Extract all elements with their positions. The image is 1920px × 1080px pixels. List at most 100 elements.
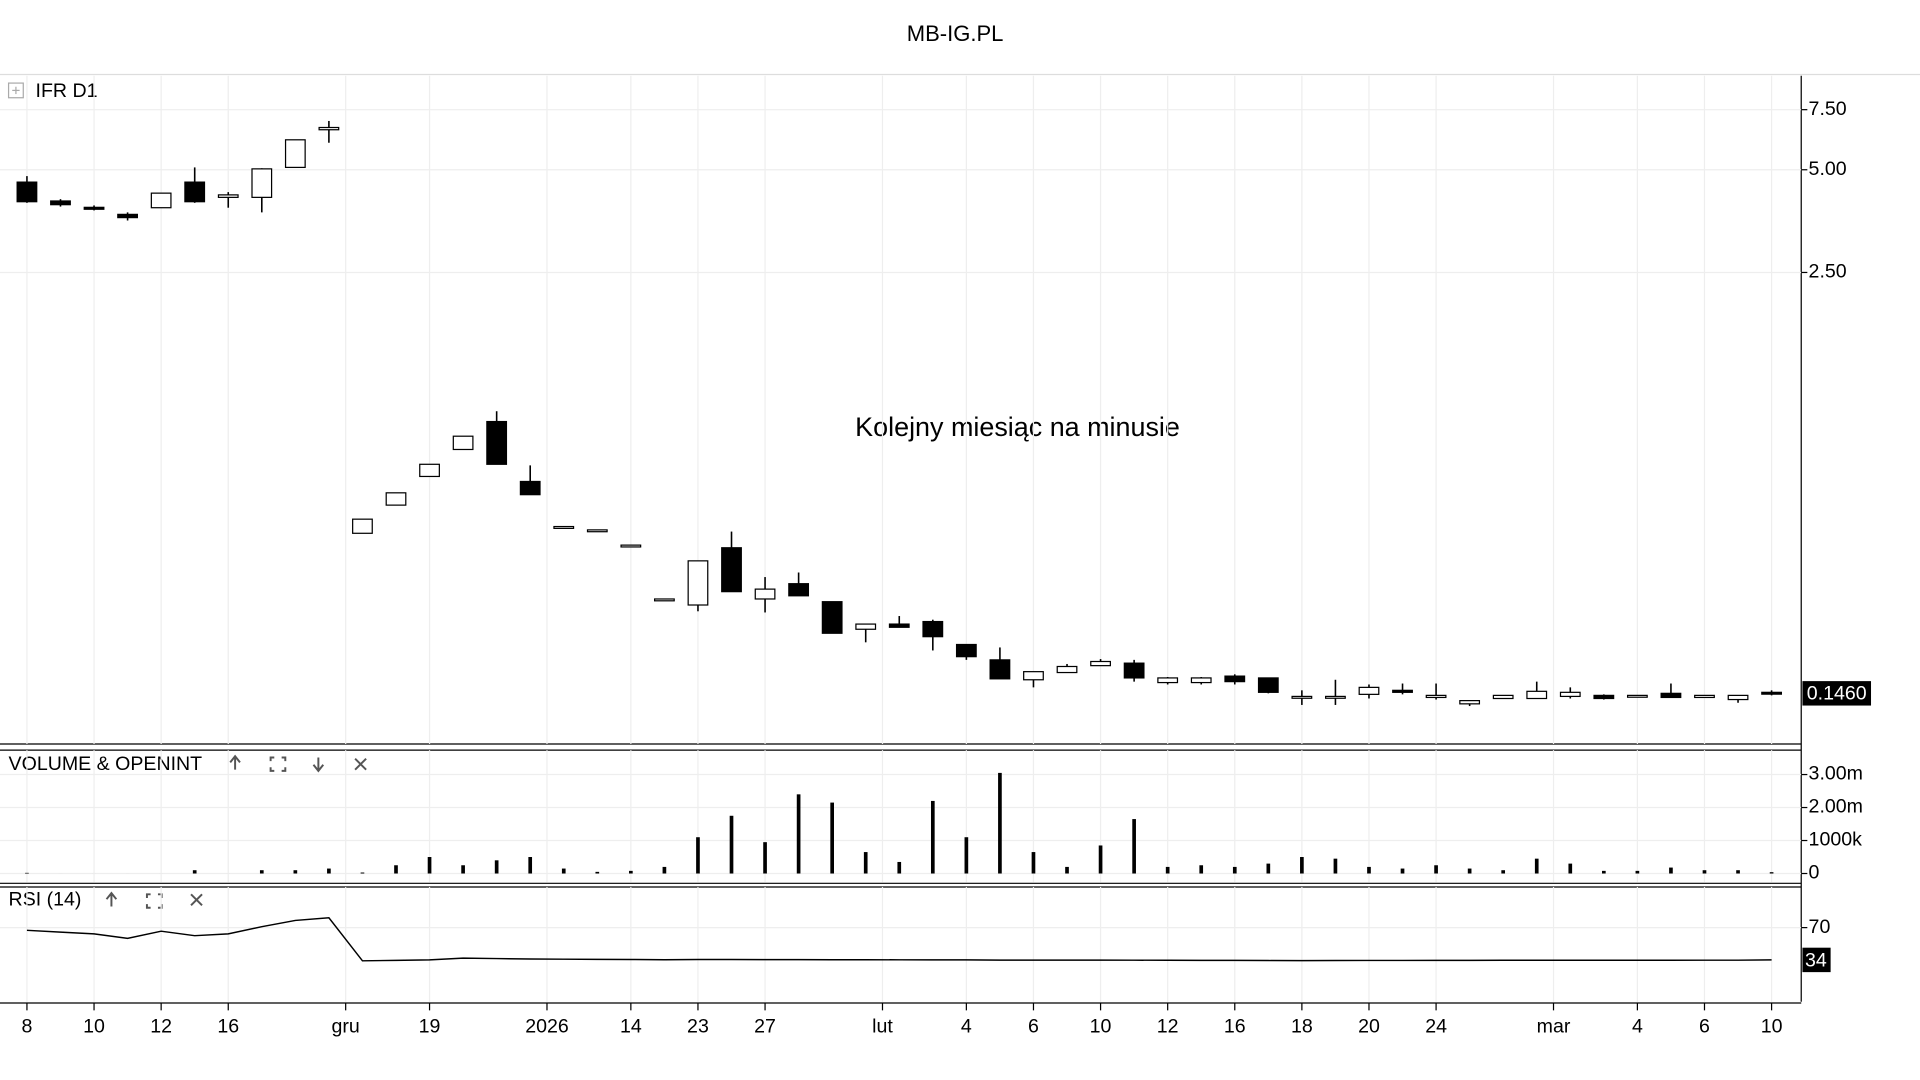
page-title: MB-IG.PL: [907, 21, 1004, 46]
candle-body: [1123, 662, 1145, 679]
x-tick-label: 16: [1224, 1016, 1246, 1038]
volume-bar: [629, 870, 633, 874]
candle-body: [217, 194, 239, 198]
expand-icon[interactable]: [7, 82, 24, 99]
candle-body: [1559, 691, 1581, 698]
x-tick-label: 23: [687, 1016, 709, 1038]
volume-panel-controls[interactable]: [229, 754, 367, 773]
volume-bar: [863, 852, 868, 874]
volume-bar: [1669, 867, 1673, 874]
price-panel-title: IFR D1: [36, 80, 98, 102]
last-rsi-label: 34: [1805, 949, 1827, 971]
candle-body: [1694, 694, 1715, 699]
candle-body: [419, 463, 440, 478]
volume-bar: [1065, 866, 1069, 874]
rsi-panel-title: RSI (14): [9, 889, 82, 911]
x-tick-label: 19: [419, 1016, 441, 1038]
x-tick-label: 24: [1425, 1016, 1447, 1038]
candle-body: [1358, 686, 1380, 695]
candle-body: [855, 623, 877, 630]
candle-body: [318, 126, 340, 131]
volume-bar: [897, 861, 902, 874]
volume-bar: [1534, 858, 1539, 874]
x-tick-label: 4: [1632, 1016, 1643, 1038]
candle-body: [553, 525, 575, 529]
y-tick-label: 7.50: [1809, 98, 1847, 120]
volume-bar: [796, 794, 801, 874]
volume-bar: [1132, 819, 1136, 874]
volume-panel-title: VOLUME & OPENINT: [9, 753, 203, 775]
candle-body: [620, 544, 642, 548]
candle-body: [519, 480, 541, 496]
candle-body: [385, 492, 407, 506]
volume-bar: [1199, 865, 1204, 874]
volume-bar: [427, 857, 432, 874]
volume-bar: [1467, 868, 1472, 874]
candle-body: [1593, 694, 1615, 700]
y-tick-label: 2.00m: [1809, 796, 1863, 818]
candle-body: [1090, 660, 1111, 667]
candle-body: [1291, 695, 1313, 699]
x-tick-label: 4: [961, 1016, 972, 1038]
x-tick-label: 6: [1028, 1016, 1039, 1038]
x-tick-label: gru: [332, 1016, 360, 1038]
last-price-label: 0.1460: [1807, 683, 1867, 705]
candle-body: [352, 518, 373, 534]
candle-body: [1492, 694, 1514, 700]
volume-bar: [360, 872, 365, 874]
last-price-box: [1802, 681, 1872, 706]
volume-bar: [1635, 870, 1640, 874]
candle-body: [83, 206, 105, 210]
x-tick-label: 27: [754, 1016, 776, 1038]
x-tick-label: 6: [1699, 1016, 1710, 1038]
x-tick-label: 8: [21, 1016, 32, 1038]
candle-body: [754, 588, 776, 600]
volume-bar: [830, 802, 834, 874]
rsi-panel-controls[interactable]: [105, 891, 203, 909]
candle-body: [821, 601, 843, 634]
candle-body: [1459, 700, 1481, 705]
candle-body: [1626, 694, 1648, 698]
volume-bar: [1165, 866, 1170, 874]
volume-bar: [1434, 865, 1438, 874]
volume-bar: [1367, 866, 1371, 874]
volume-bar: [461, 865, 465, 874]
x-tick-label: 10: [1090, 1016, 1112, 1038]
volume-bar: [1300, 857, 1304, 874]
candle-body: [687, 560, 709, 606]
y-tick-label: 2.50: [1809, 261, 1847, 283]
volume-bar: [930, 800, 935, 874]
y-tick-label: 1000k: [1809, 829, 1863, 851]
candle-body: [452, 435, 474, 451]
volume-bar: [1031, 852, 1036, 874]
volume-bar: [662, 866, 667, 874]
candle-body: [284, 139, 306, 169]
x-tick-label: 16: [217, 1016, 239, 1038]
candle-body: [1660, 692, 1682, 699]
x-tick-label: 14: [620, 1016, 642, 1038]
volume-bar: [1702, 870, 1707, 874]
volume-bar: [1333, 858, 1338, 874]
candle-body: [989, 659, 1011, 680]
volume-bar: [729, 815, 734, 874]
candle-body: [1023, 671, 1044, 681]
candle-body: [788, 583, 810, 597]
x-tick-label: 18: [1291, 1016, 1313, 1038]
x-tick-label: 12: [150, 1016, 172, 1038]
volume-bar: [25, 872, 29, 874]
x-tick-label: lut: [872, 1016, 893, 1038]
candle-body: [1190, 677, 1212, 684]
volume-bar: [561, 868, 566, 874]
volume-bar: [998, 772, 1002, 874]
volume-bar: [763, 842, 767, 874]
candle-body: [1224, 675, 1246, 683]
volume-bar: [192, 870, 197, 874]
volume-bar: [1602, 870, 1606, 874]
volume-bar: [293, 870, 298, 874]
candle-body: [486, 420, 508, 465]
x-tick-label: 10: [1761, 1016, 1783, 1038]
candle-body: [955, 643, 977, 658]
x-tick-label: mar: [1537, 1016, 1571, 1038]
volume-bar: [1098, 845, 1103, 874]
